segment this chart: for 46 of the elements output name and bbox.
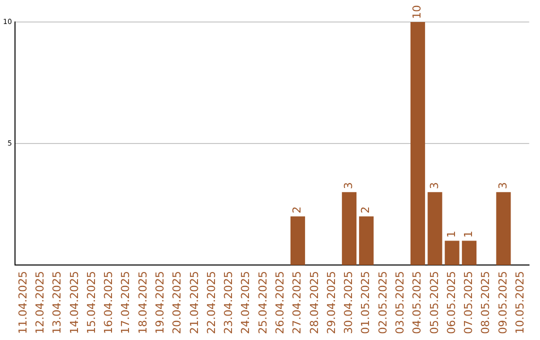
x-tick-label: 02.05.2025: [376, 271, 390, 334]
data-label: 2: [290, 206, 304, 214]
x-tick-label: 15.04.2025: [84, 271, 98, 334]
x-tick-label: 21.04.2025: [188, 271, 201, 334]
bar: [359, 216, 374, 266]
x-tick-label: 10.05.2025: [513, 271, 526, 334]
x-tick-label: 08.05.2025: [479, 271, 492, 334]
x-tick-label: 19.04.2025: [153, 271, 166, 334]
x-tick-label: 30.04.2025: [342, 271, 356, 334]
x-tick-label: 14.04.2025: [68, 271, 81, 334]
data-label: 3: [496, 182, 510, 190]
x-tick-label: 25.04.2025: [256, 271, 270, 334]
x-tick-label: 03.05.2025: [393, 271, 406, 334]
x-tick-label: 05.05.2025: [428, 271, 441, 334]
bar: [462, 240, 476, 266]
bar: [496, 192, 511, 266]
data-label: 3: [428, 182, 441, 190]
x-tick-label: 26.04.2025: [273, 271, 286, 334]
bar: [410, 22, 426, 266]
x-tick-label: 17.04.2025: [119, 271, 132, 334]
bar: [444, 240, 460, 266]
bar: [290, 216, 306, 266]
data-label: 1: [462, 230, 476, 238]
x-tick-label: 11.04.2025: [16, 271, 30, 334]
data-label: 1: [444, 230, 458, 238]
data-label: 10: [410, 5, 424, 19]
x-tick-label: 29.04.2025: [324, 271, 338, 334]
x-tick-label: 23.04.2025: [222, 271, 236, 334]
data-label: 2: [359, 206, 372, 214]
x-tick-label: 18.04.2025: [136, 271, 150, 334]
x-tick-label: 28.04.2025: [308, 271, 321, 334]
x-tick-label: 13.04.2025: [50, 271, 64, 334]
x-tick-label: 12.04.2025: [33, 271, 46, 334]
data-label: 3: [342, 182, 356, 190]
x-tick-label: 07.05.2025: [462, 271, 476, 334]
x-tick-label: 27.04.2025: [290, 271, 304, 334]
x-tick-label: 24.04.2025: [239, 271, 252, 334]
x-tick-label: 22.04.2025: [204, 271, 218, 334]
x-tick-label: 16.04.2025: [102, 271, 116, 334]
bar: [428, 192, 442, 266]
x-tick-label: 04.05.2025: [410, 271, 424, 334]
x-tick-label: 20.04.2025: [170, 271, 184, 334]
bar: [342, 192, 356, 266]
x-tick-label: 06.05.2025: [444, 271, 458, 334]
x-tick-label: 09.05.2025: [496, 271, 510, 334]
x-tick-label: 01.05.2025: [359, 271, 372, 334]
